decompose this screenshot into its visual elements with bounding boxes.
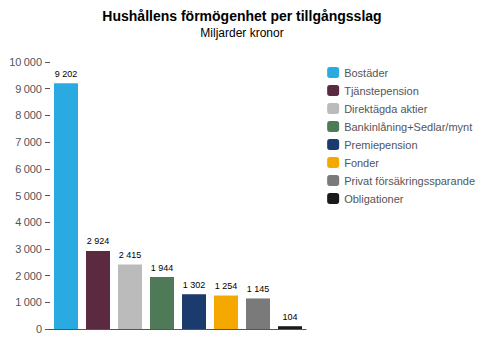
svg-text:Direktägda aktier: Direktägda aktier [344, 103, 427, 115]
svg-text:2 000: 2 000 [15, 270, 42, 282]
svg-text:Hushållens förmögenhet per til: Hushållens förmögenhet per tillgångsslag [102, 8, 381, 24]
svg-text:7 000: 7 000 [15, 136, 42, 148]
svg-text:3 000: 3 000 [15, 243, 42, 255]
svg-text:10 000: 10 000 [9, 56, 42, 68]
svg-text:5 000: 5 000 [15, 190, 42, 202]
svg-text:4 000: 4 000 [15, 216, 42, 228]
svg-text:1 145: 1 145 [247, 284, 270, 294]
svg-text:Fonder: Fonder [344, 157, 379, 169]
svg-text:Tjänstepension: Tjänstepension [344, 85, 419, 97]
svg-text:Bankinlåning+Sedlar/mynt: Bankinlåning+Sedlar/mynt [344, 121, 472, 133]
svg-text:Miljarder kronor: Miljarder kronor [200, 26, 283, 40]
svg-text:104: 104 [282, 312, 297, 322]
svg-text:1 254: 1 254 [215, 281, 238, 291]
svg-text:Premiepension: Premiepension [344, 139, 417, 151]
svg-text:1 944: 1 944 [151, 263, 174, 273]
svg-text:0: 0 [36, 323, 42, 335]
svg-text:1 302: 1 302 [183, 280, 206, 290]
svg-text:9 202: 9 202 [55, 69, 78, 79]
svg-text:6 000: 6 000 [15, 163, 42, 175]
svg-text:1 000: 1 000 [15, 296, 42, 308]
svg-text:8 000: 8 000 [15, 109, 42, 121]
svg-text:2 924: 2 924 [87, 236, 110, 246]
svg-text:Privat försäkringssparande: Privat försäkringssparande [344, 175, 475, 187]
svg-text:Bostäder: Bostäder [344, 67, 388, 79]
svg-text:9 000: 9 000 [15, 83, 42, 95]
svg-text:Obligationer: Obligationer [344, 193, 404, 205]
svg-text:2 415: 2 415 [119, 250, 142, 260]
